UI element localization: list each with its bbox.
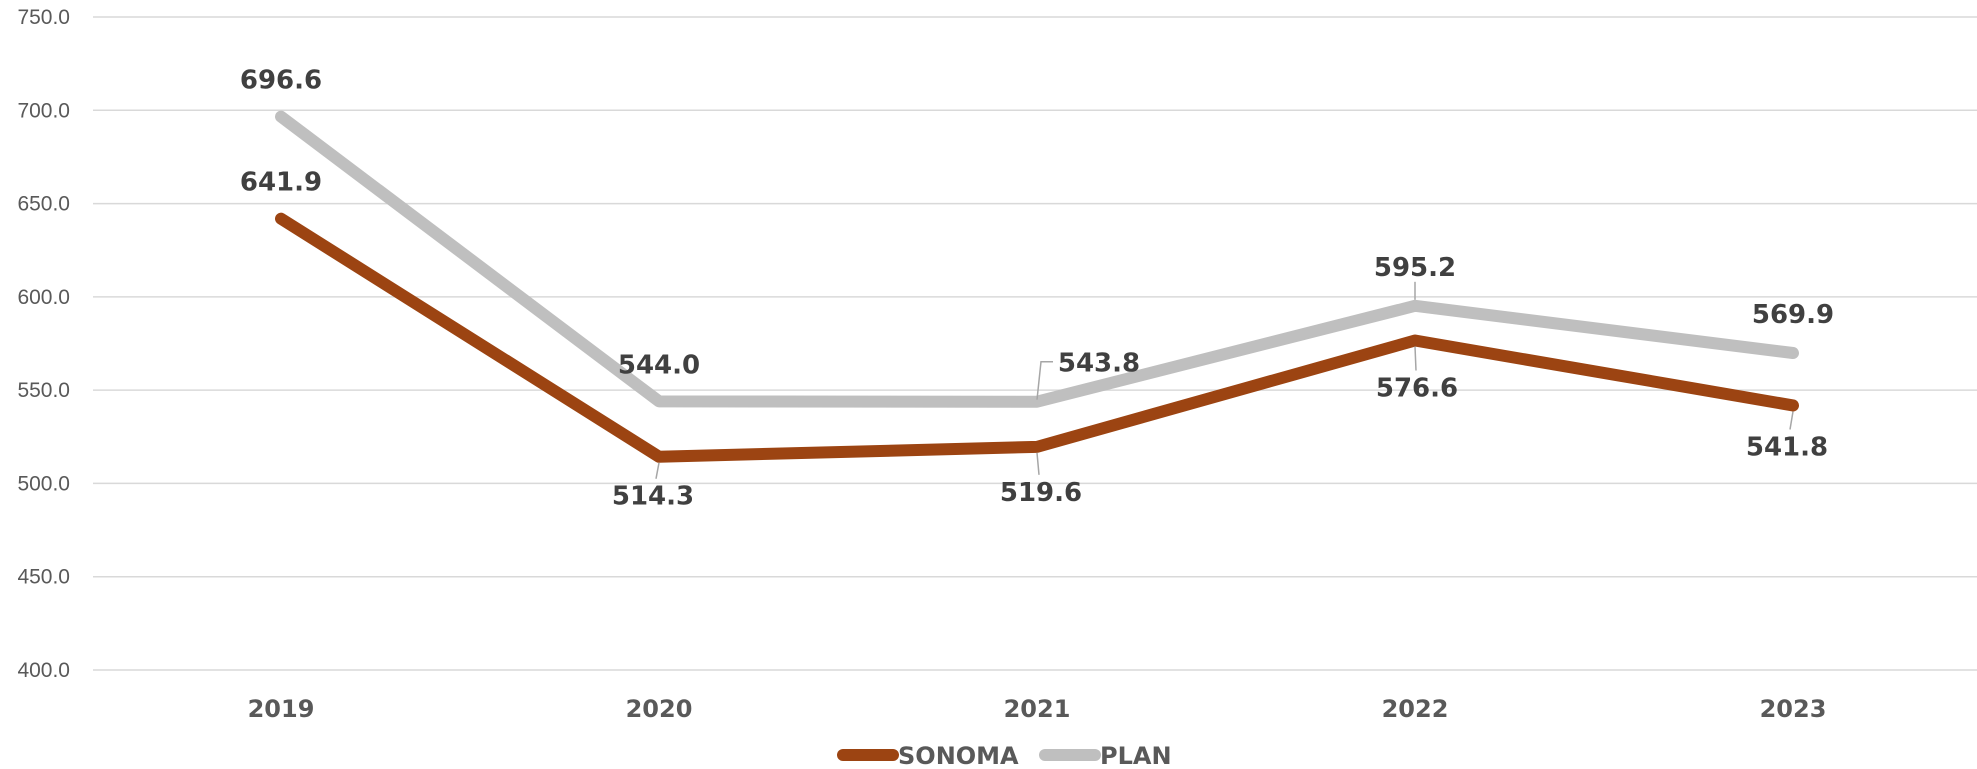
y-tick-label: 650.0: [17, 193, 70, 216]
x-axis-tick-labels: 2019 2020 2021 2022 2023: [248, 695, 1827, 723]
y-axis-tick-labels: 400.0 450.0 500.0 550.0 600.0 650.0 700.0 750.0: [17, 6, 70, 682]
legend: SONOMA PLAN: [837, 742, 1172, 769]
data-label-plan: 543.8: [1058, 349, 1140, 379]
x-tick-label: 2023: [1760, 695, 1827, 723]
x-tick-label: 2022: [1382, 695, 1449, 723]
data-label-plan: 544.0: [618, 350, 700, 380]
x-tick-label: 2020: [626, 695, 693, 723]
data-label-plan: 595.2: [1374, 253, 1456, 283]
y-tick-label: 700.0: [17, 99, 70, 122]
data-label-sonoma: 576.6: [1376, 374, 1458, 404]
data-labels: 641.9 514.3 519.6 576.6 541.8 696.6 544.0 543.8…: [240, 66, 1834, 512]
data-label-leaders: [655, 281, 1794, 479]
series-line-plan: [275, 110, 1799, 408]
label-leader-line: [1036, 452, 1040, 475]
data-label-sonoma: 641.9: [240, 168, 322, 198]
series-line-sonoma: [275, 212, 1799, 463]
y-tick-label: 550.0: [17, 379, 70, 402]
label-leader-line: [1036, 360, 1053, 400]
legend-label-plan: PLAN: [1100, 742, 1172, 769]
y-tick-label: 500.0: [17, 472, 70, 495]
data-label-sonoma: 519.6: [1000, 478, 1082, 508]
y-tick-label: 750.0: [17, 6, 70, 29]
label-leader-line: [655, 462, 660, 479]
data-label-plan: 696.6: [240, 66, 322, 96]
y-tick-label: 400.0: [17, 659, 70, 682]
data-label-sonoma: 514.3: [612, 482, 694, 512]
data-label-sonoma: 541.8: [1746, 432, 1828, 462]
label-leader-line: [1414, 346, 1417, 371]
y-tick-label: 450.0: [17, 566, 70, 589]
data-label-plan: 569.9: [1752, 300, 1834, 330]
x-tick-label: 2019: [248, 695, 315, 723]
series-lines: [275, 110, 1799, 463]
y-tick-label: 600.0: [17, 286, 70, 309]
legend-label-sonoma: SONOMA: [898, 742, 1019, 769]
label-leader-line: [1789, 411, 1794, 430]
x-tick-label: 2021: [1004, 695, 1071, 723]
